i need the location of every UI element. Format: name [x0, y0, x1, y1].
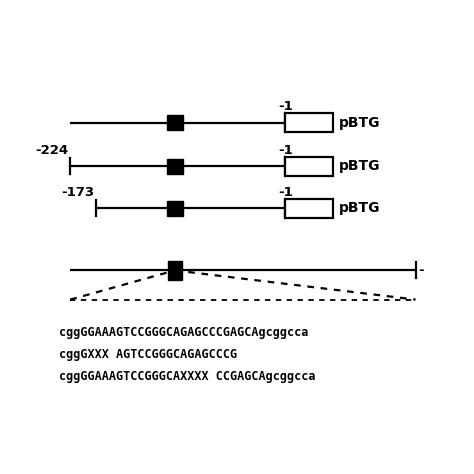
Bar	[167, 159, 182, 174]
Bar	[168, 261, 182, 280]
Text: pBTG: pBTG	[338, 116, 380, 129]
Bar	[285, 199, 333, 218]
Bar	[285, 157, 333, 176]
Text: -173: -173	[61, 186, 94, 199]
Text: -224: -224	[35, 144, 68, 157]
Text: -: -	[419, 264, 424, 277]
Text: pBTG: pBTG	[338, 201, 380, 215]
Text: cggGGAAAGTCCGGGCAGAGCCCGAGCAgcggcca: cggGGAAAGTCCGGGCAGAGCCCGAGCAgcggcca	[59, 326, 309, 339]
Bar	[167, 201, 182, 216]
Text: -1: -1	[278, 186, 292, 199]
Text: -1: -1	[278, 100, 292, 113]
Text: pBTG: pBTG	[338, 159, 380, 173]
Bar	[167, 115, 182, 130]
Text: cggGXXX AGTCCGGGCAGAGCCCG: cggGXXX AGTCCGGGCAGAGCCCG	[59, 348, 237, 361]
Bar	[285, 113, 333, 132]
Text: -1: -1	[278, 144, 292, 157]
Text: cggGGAAAGTCCGGGCAXXXX CCGAGCAgcggcca: cggGGAAAGTCCGGGCAXXXX CCGAGCAgcggcca	[59, 370, 316, 383]
